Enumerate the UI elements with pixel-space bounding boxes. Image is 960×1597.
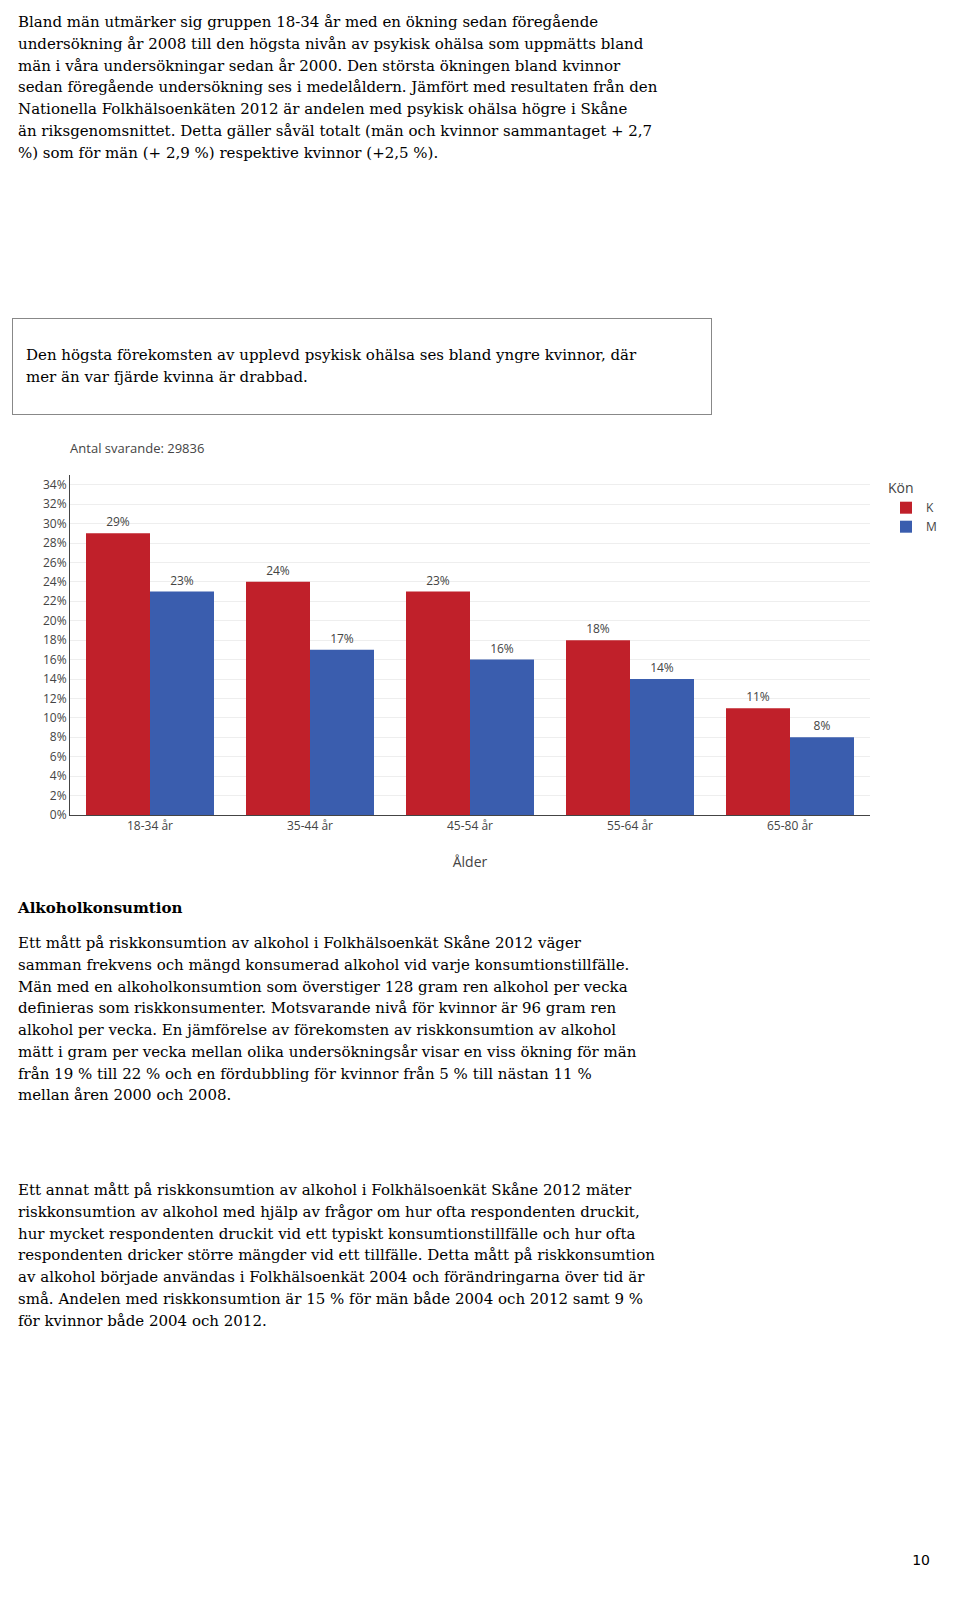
html-text:Den högsta förekomsten av uppl: Den högsta förekomsten av upplevd psykis… [26,345,637,386]
svg-text:K: K [926,499,934,516]
svg-text:65-80 år: 65-80 år [767,817,813,834]
svg-text:32%: 32% [43,495,67,512]
svg-text:28%: 28% [43,534,67,551]
svg-text:23%: 23% [426,572,450,589]
svg-text:Antal svarande: 29836: Antal svarande: 29836 [70,439,204,457]
svg-text:14%: 14% [43,670,67,687]
svg-text:26%: 26% [43,554,67,571]
svg-text:18-34 år: 18-34 år [127,817,173,834]
svg-text:24%: 24% [266,562,290,579]
svg-text:M: M [926,518,937,535]
html-text:Ett annat mått på riskkonsumti: Ett annat mått på riskkonsumtion av alko… [18,1181,655,1330]
svg-text:16%: 16% [490,640,514,657]
html-text:Alkoholkonsumtion: Alkoholkonsumtion [18,899,183,917]
svg-text:55-64 år: 55-64 år [607,817,653,834]
svg-text:20%: 20% [43,612,67,629]
svg-text:22%: 22% [43,592,67,609]
svg-text:16%: 16% [43,651,67,668]
svg-text:14%: 14% [650,659,674,676]
svg-text:45-54 år: 45-54 år [447,817,493,834]
svg-text:17%: 17% [330,630,354,647]
svg-text:29%: 29% [106,513,130,530]
svg-text:4%: 4% [50,767,67,784]
svg-text:Kön: Kön [888,478,914,497]
html-text:10: 10 [912,1552,930,1568]
svg-text:30%: 30% [43,515,67,532]
svg-text:23%: 23% [170,572,194,589]
html-text:Ett mått på riskkonsumtion av: Ett mått på riskkonsumtion av alkohol i … [18,934,637,1105]
svg-text:11%: 11% [746,688,770,705]
svg-text:2%: 2% [50,787,67,804]
html-text:Bland män utmärker sig gruppen: Bland män utmärker sig gruppen 18-34 år … [18,13,658,162]
svg-text:10%: 10% [43,709,67,726]
svg-text:8%: 8% [814,717,831,734]
svg-text:34%: 34% [43,476,67,493]
svg-text:0%: 0% [50,806,67,823]
svg-text:8%: 8% [50,728,67,745]
svg-text:35-44 år: 35-44 år [287,817,333,834]
svg-text:18%: 18% [43,631,67,648]
svg-text:12%: 12% [43,690,67,707]
svg-text:Ålder: Ålder [453,852,488,871]
svg-text:6%: 6% [50,748,67,765]
svg-text:18%: 18% [586,620,610,637]
svg-text:24%: 24% [43,573,67,590]
